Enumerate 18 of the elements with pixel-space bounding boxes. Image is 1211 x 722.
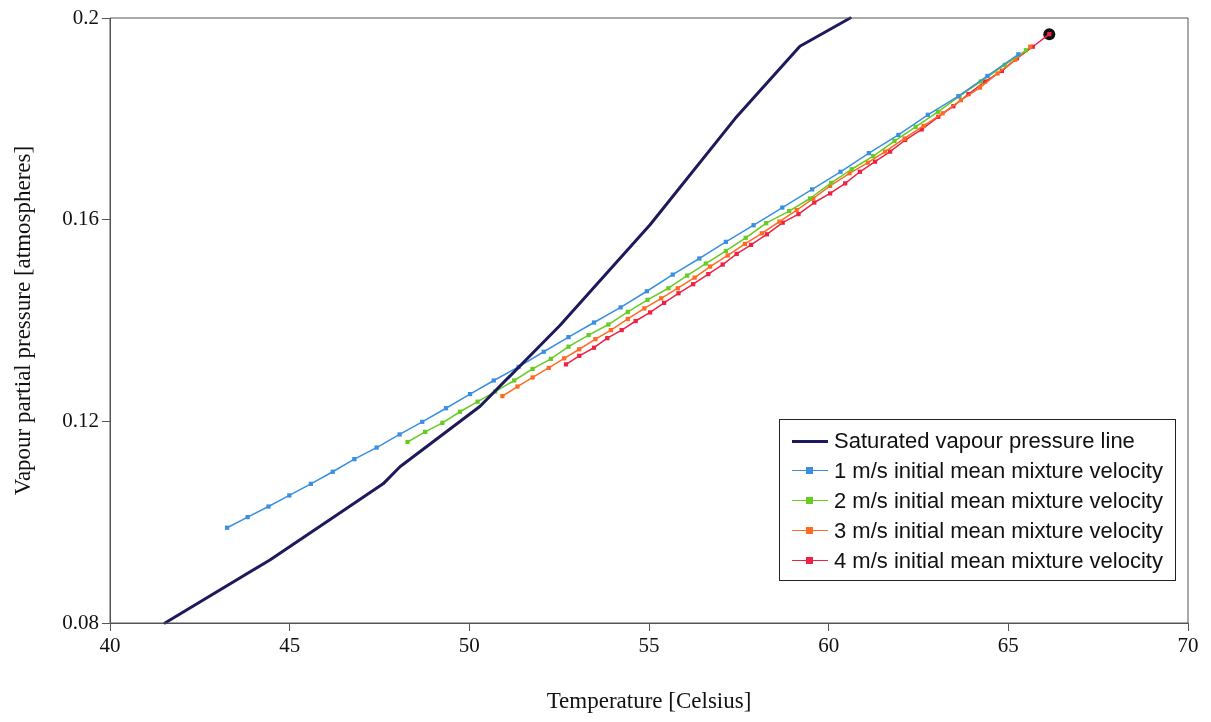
x-tick-label: 65 xyxy=(997,633,1019,658)
y-tick-label: 0.16 xyxy=(62,206,99,231)
y-tick-label: 0.12 xyxy=(62,407,99,432)
x-tick-label: 55 xyxy=(638,633,660,658)
x-tick-label: 40 xyxy=(99,633,121,658)
x-axis-title: Temperature [Celsius] xyxy=(546,688,752,714)
x-tick-label: 70 xyxy=(1177,633,1199,658)
legend-label: 3 m/s initial mean mixture velocity xyxy=(834,518,1163,544)
x-tick-label: 60 xyxy=(818,633,840,658)
x-tick-label: 45 xyxy=(279,633,301,658)
y-tick-label: 0.08 xyxy=(62,609,99,634)
legend-label: Saturated vapour pressure line xyxy=(834,428,1135,454)
legend-label: 1 m/s initial mean mixture velocity xyxy=(834,458,1163,484)
x-tick-label: 50 xyxy=(458,633,480,658)
y-axis-title: Vapour partial pressure [atmospheres] xyxy=(9,145,35,496)
legend-label: 4 m/s initial mean mixture velocity xyxy=(834,548,1163,574)
legend-label: 2 m/s initial mean mixture velocity xyxy=(834,488,1163,514)
y-tick-label: 0.2 xyxy=(72,4,99,29)
